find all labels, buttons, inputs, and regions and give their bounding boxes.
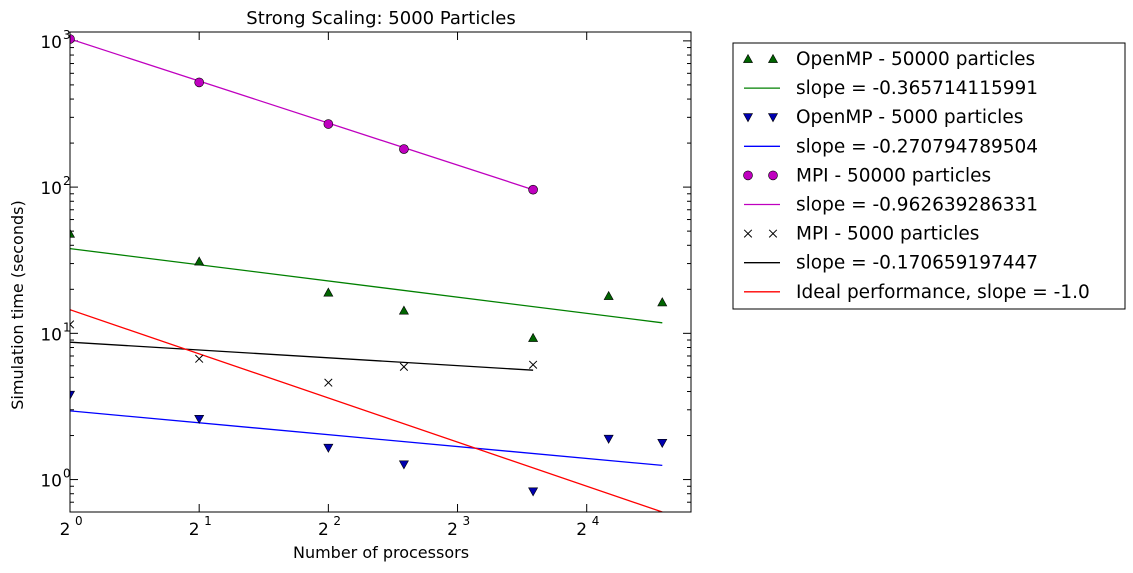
data-point-series-0	[70, 228, 76, 238]
data-point-series-4	[70, 34, 75, 44]
data-point-series-0	[323, 287, 334, 297]
data-point-series-6-stroke	[70, 320, 75, 326]
y-tick-exponent: 3	[63, 28, 71, 42]
data-point-series-2	[323, 443, 334, 453]
legend-label: slope = -0.270794789504	[796, 136, 1038, 157]
data-point-series-6	[195, 354, 204, 363]
data-point-series-6	[70, 320, 75, 329]
fit-line-series-3	[70, 410, 663, 467]
data-point-series-4	[399, 144, 409, 154]
legend: OpenMP - 50000 particles slope = -0.36571…	[732, 42, 1126, 310]
x-tick-label: 2	[447, 520, 458, 540]
legend-marker	[768, 170, 778, 181]
x-tick-label: 2	[189, 520, 200, 540]
legend-label: OpenMP - 5000 particles	[796, 107, 1023, 128]
y-tick-exponent: 1	[63, 320, 71, 334]
y-tick-label: 10	[40, 179, 62, 199]
chart-title: Strong Scaling: 5000 Particles	[246, 8, 515, 29]
fit-line-series-5	[70, 38, 534, 191]
data-point-series-6-stroke	[528, 360, 538, 369]
x-axis-label: Number of processors	[293, 543, 469, 562]
fit-line-series-7	[70, 341, 534, 371]
legend-label: slope = -0.365714115991	[796, 78, 1038, 99]
y-tick-label: 10	[40, 472, 62, 492]
x-tick-exponent: 2	[333, 514, 341, 528]
x-tick-exponent: 1	[204, 514, 212, 528]
data-point-series-0	[398, 305, 409, 315]
legend-marker	[743, 170, 753, 181]
plot-frame	[69, 31, 692, 513]
data-point-series-0	[528, 332, 539, 342]
legend-marker	[767, 53, 779, 63]
x-tick-exponent: 4	[592, 514, 600, 528]
x-tick-label: 2	[576, 520, 587, 540]
data-point-series-6	[324, 378, 333, 387]
legend-marker	[742, 53, 754, 63]
data-point-series-2	[70, 390, 76, 400]
legend-label: MPI - 50000 particles	[796, 165, 991, 186]
data-point-series-0	[657, 297, 668, 307]
data-point-series-4	[528, 184, 538, 195]
y-tick-label: 10	[40, 325, 62, 345]
data-point-series-6-stroke	[399, 362, 409, 371]
legend-label: Ideal performance, slope = -1.0	[796, 282, 1090, 303]
x-tick-label: 2	[60, 520, 71, 540]
legend-label: slope = -0.962639286331	[796, 195, 1038, 216]
data-point-series-2	[657, 439, 668, 449]
fit-line-series-1	[70, 247, 663, 324]
legend-frame	[732, 42, 1126, 310]
x-tick-exponent: 3	[463, 514, 471, 528]
x-tick-exponent: 0	[75, 514, 83, 528]
data-point-series-4	[194, 77, 204, 88]
data-point-series-6-stroke	[324, 378, 333, 387]
data-point-series-6	[528, 360, 538, 369]
data-point-series-2	[194, 414, 205, 424]
legend-marker	[768, 229, 778, 238]
data-point-series-0	[194, 256, 205, 266]
data-point-series-4	[323, 119, 334, 129]
data-point-series-6-stroke	[70, 323, 75, 329]
legend-marker	[767, 113, 779, 123]
y-tick-exponent: 2	[63, 174, 71, 188]
legend-label: MPI - 5000 particles	[796, 224, 979, 245]
legend-marker	[743, 229, 753, 238]
data-layer	[70, 34, 668, 512]
data-point-series-2	[528, 487, 539, 497]
data-point-series-0	[603, 290, 614, 300]
legend-marker-stroke	[743, 229, 753, 238]
y-axis-label: Simulation time (seconds)	[8, 200, 27, 409]
legend-marker	[742, 113, 754, 123]
legend-marker-stroke	[768, 229, 778, 238]
data-point-series-2	[398, 460, 409, 470]
data-point-series-2	[603, 434, 614, 444]
data-point-series-6-stroke	[195, 354, 204, 363]
fit-line-series-8	[70, 309, 663, 512]
y-tick-label: 10	[40, 33, 62, 53]
data-point-series-6	[399, 362, 409, 371]
x-tick-label: 2	[318, 520, 329, 540]
legend-label: slope = -0.170659197447	[796, 253, 1038, 274]
legend-label: OpenMP - 50000 particles	[796, 49, 1035, 70]
y-tick-exponent: 0	[63, 467, 71, 481]
